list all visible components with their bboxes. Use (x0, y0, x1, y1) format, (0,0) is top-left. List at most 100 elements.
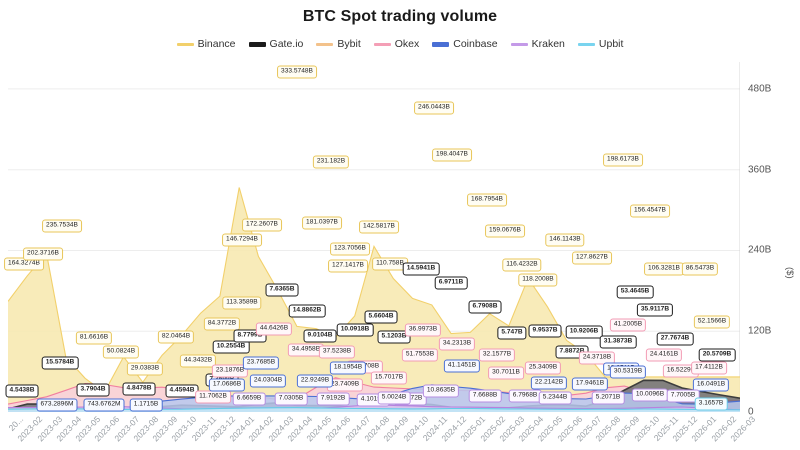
data-label-kraken-102: 10.0096B (631, 388, 669, 402)
legend-label-kraken: Kraken (531, 38, 565, 50)
data-label-binance-1: 202.3716B (23, 247, 63, 261)
data-label-okex-67: 36.9973B (404, 323, 442, 337)
data-label-gateio-56: 27.7674B (656, 332, 694, 346)
data-label-binance-17: 110.758B (372, 257, 408, 271)
legend-label-gateio: Gate.io (269, 38, 304, 50)
data-label-coinbase-82: 24.0304B (249, 374, 287, 388)
data-label-okex-76: 17.4112B (691, 361, 727, 375)
data-label-binance-24: 118.2008B (518, 273, 558, 287)
data-label-binance-27: 198.6173B (603, 153, 643, 167)
data-label-kraken-99: 6.7968B (508, 389, 542, 403)
data-label-coinbase-84: 18.1954B (329, 361, 367, 375)
page-title: BTC Spot trading volume (302, 8, 498, 25)
y-axis-tick-3: 360B (748, 164, 772, 176)
data-label-binance-30: 86.5473B (681, 262, 719, 276)
data-label-binance-9: 113.3589B (222, 296, 262, 310)
data-label-kraken-103: 7.7005B (666, 389, 700, 403)
legend-label-coinbase: Coinbase (453, 38, 498, 50)
y-axis-tick-1: 120B (748, 325, 772, 337)
data-label-binance-10: 146.7294B (222, 233, 262, 247)
data-label-binance-21: 168.7954B (467, 193, 507, 207)
data-label-okex-65: 15.7017B (370, 371, 408, 385)
data-label-okex-60: 44.6426B (255, 322, 293, 336)
data-label-binance-7: 44.3432B (179, 354, 217, 368)
legend-item-binance[interactable]: Binance (176, 38, 236, 50)
data-label-okex-73: 41.2005B (609, 318, 647, 332)
legend-item-gateio[interactable]: Gate.io (248, 38, 304, 50)
legend-swatch-upbit-icon (577, 42, 595, 46)
legend-item-upbit[interactable]: Upbit (577, 38, 623, 50)
legend-item-kraken[interactable]: Kraken (510, 38, 565, 50)
data-label-okex-72: 24.3718B (578, 351, 616, 365)
data-label-coinbase-83: 22.9249B (296, 374, 334, 388)
data-label-gateio-49: 5.747B (497, 326, 527, 340)
area-coinbase (8, 384, 740, 412)
data-label-gateio-42: 9.0104B (303, 329, 337, 343)
data-label-binance-18: 142.5817B (359, 220, 399, 234)
data-label-kraken-97: 10.8635B (422, 384, 460, 398)
legend-item-coinbase[interactable]: Coinbase (432, 38, 498, 50)
data-label-okex-71: 25.3409B (524, 361, 562, 375)
data-label-binance-8: 84.3772B (203, 317, 241, 331)
y-axis-tick-2: 240B (748, 244, 772, 256)
data-label-coinbase-88: 17.9461B (571, 377, 609, 391)
data-label-binance-19: 246.0443B (414, 101, 454, 115)
data-label-binance-12: 333.5748B (277, 65, 317, 79)
data-label-binance-3: 81.6616B (75, 331, 113, 345)
y-axis-tick-0: 0 (748, 406, 754, 418)
data-label-okex-70: 30.7011B (488, 366, 524, 380)
legend-swatch-kraken-icon (510, 42, 528, 46)
legend-swatch-bybit-icon (316, 42, 334, 46)
data-label-gateio-48: 6.7908B (468, 300, 502, 314)
chart-legend: Binance Gate.io Bybit Okex Coinbase Kraken Upb… (0, 38, 800, 50)
legend-label-bybit: Bybit (337, 38, 361, 50)
data-label-coinbase-89: 30.5319B (609, 365, 647, 379)
area-upbit (8, 407, 740, 412)
x-axis: 20... 2023-02 2023-03 2023-04 2023-05 2023-06… (0, 412, 800, 450)
data-label-binance-29: 106.3281B (644, 262, 684, 276)
data-label-okex-74: 24.4161B (645, 348, 683, 362)
data-label-gateio-35: 4.8478B (122, 382, 156, 396)
data-label-gateio-40: 7.6365B (265, 283, 299, 297)
data-label-gateio-32: 4.5438B (5, 384, 39, 398)
data-label-okex-66: 51.7553B (401, 348, 439, 362)
legend-label-binance: Binance (197, 38, 236, 50)
data-label-gateio-36: 4.4594B (165, 384, 199, 398)
data-label-coinbase-86: 22.2142B (530, 376, 568, 390)
legend-swatch-coinbase-icon (432, 41, 450, 47)
data-label-okex-58: 11.7062B (195, 390, 231, 404)
data-label-coinbase-79: 1.1715B (129, 398, 163, 412)
data-label-okex-59: 23.1876B (211, 364, 249, 378)
data-label-upbit-104: 3.1657B (694, 397, 728, 411)
data-label-gateio-44: 5.6604B (364, 310, 398, 324)
data-label-binance-5: 29.0383B (126, 362, 164, 376)
data-label-coinbase-80: 17.0686B (208, 378, 246, 392)
data-label-gateio-45: 5.1203B (377, 330, 411, 344)
legend-swatch-binance-icon (176, 42, 194, 46)
legend-swatch-gateio-icon (248, 41, 266, 47)
data-label-kraken-93: 7.9192B (316, 392, 350, 406)
data-label-kraken-100: 5.2344B (538, 391, 572, 405)
data-label-binance-13: 231.182B (312, 155, 350, 169)
data-label-gateio-55: 35.9117B (636, 303, 674, 317)
data-label-binance-4: 50.0824B (102, 345, 140, 359)
data-label-kraken-98: 7.6688B (468, 389, 502, 403)
data-label-binance-26: 127.8627B (572, 251, 612, 265)
data-label-okex-69: 32.1577B (478, 348, 516, 362)
data-label-binance-22: 159.0676B (485, 224, 525, 238)
legend-item-bybit[interactable]: Bybit (316, 38, 361, 50)
data-label-kraken-96: 5.0024B (377, 391, 411, 405)
legend-swatch-okex-icon (373, 42, 391, 46)
data-label-binance-2: 235.7534B (42, 219, 82, 233)
data-label-binance-16: 123.7056B (330, 242, 370, 256)
data-label-coinbase-81: 23.7685B (242, 356, 280, 370)
y-axis-unit: ($) (784, 267, 795, 279)
data-label-gateio-41: 14.8862B (288, 304, 326, 318)
data-label-binance-23: 116.4232B (502, 258, 542, 272)
legend-item-okex[interactable]: Okex (373, 38, 419, 50)
data-label-gateio-33: 15.5784B (41, 356, 79, 370)
y-axis: ($) 0 120B 240B 360B 480B (742, 62, 800, 417)
data-label-gateio-57: 20.5709B (698, 348, 736, 362)
y-axis-tick-4: 480B (748, 83, 772, 95)
